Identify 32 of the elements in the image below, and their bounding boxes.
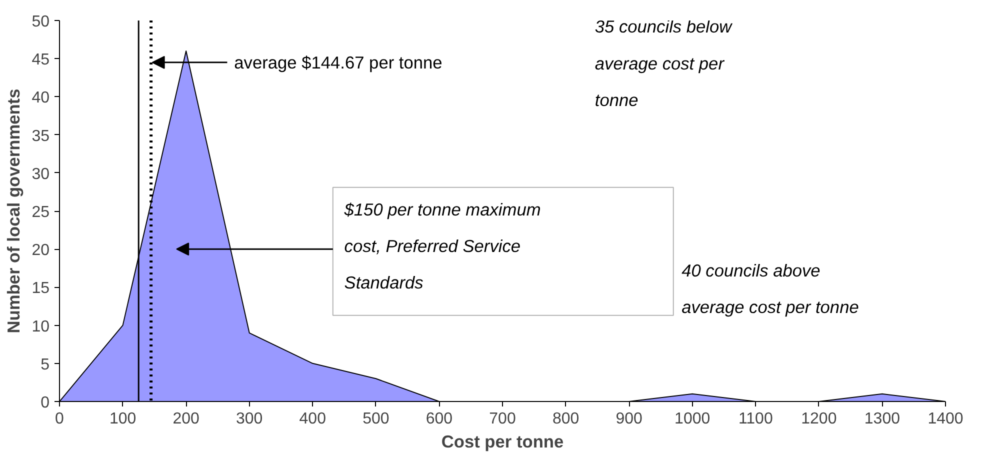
- x-tick-label: 600: [426, 410, 453, 428]
- y-tick-label: 35: [32, 128, 50, 145]
- x-tick-label: 1300: [864, 410, 900, 428]
- y-axis-title: Number of local governments: [4, 88, 24, 334]
- x-tick-label: 300: [236, 410, 263, 428]
- x-tick-label: 1000: [674, 410, 710, 428]
- y-tick-label: 45: [32, 52, 50, 69]
- x-tick-label: 0: [55, 410, 64, 428]
- ref-line-label: average $144.67 per tonne: [234, 52, 442, 72]
- x-tick-label: 1200: [801, 410, 837, 428]
- y-tick-label: 30: [32, 166, 50, 183]
- y-tick-label: 0: [40, 394, 50, 412]
- y-tick-label: 25: [32, 204, 50, 221]
- x-tick-label: 1100: [738, 410, 773, 428]
- x-tick-label: 900: [616, 410, 643, 428]
- x-tick-label: 500: [362, 410, 390, 428]
- x-axis-title: Cost per tonne: [441, 432, 564, 452]
- annotation: $150 per tonne maximum cost, Preferred Service Standards: [343, 200, 541, 293]
- x-tick-label: 700: [489, 410, 516, 428]
- y-tick-label: 5: [40, 356, 50, 374]
- x-tick-label: 800: [552, 410, 580, 428]
- annotation: 40 councils above average cost per tonne: [682, 260, 859, 318]
- x-tick-label: 200: [172, 410, 200, 428]
- y-tick-label: 50: [32, 14, 50, 30]
- y-tick-label: 15: [32, 280, 50, 298]
- x-tick-label: 1400: [928, 410, 964, 428]
- x-tick-label: 400: [299, 410, 326, 428]
- y-tick-label: 10: [32, 318, 50, 336]
- y-tick-label: 40: [32, 90, 50, 107]
- annotation: 35 councils below average cost per tonne: [594, 16, 734, 110]
- x-tick-label: 100: [109, 410, 136, 428]
- y-tick-label: 20: [32, 242, 50, 260]
